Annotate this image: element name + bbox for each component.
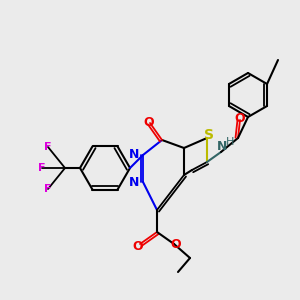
Text: O: O (133, 239, 143, 253)
Text: F: F (44, 184, 52, 194)
Text: O: O (171, 238, 181, 251)
Text: F: F (38, 163, 46, 173)
Text: O: O (144, 116, 154, 128)
Text: O: O (235, 112, 245, 125)
Text: N: N (129, 176, 139, 188)
Text: S: S (204, 128, 214, 142)
Text: N: N (217, 140, 227, 154)
Text: H: H (226, 137, 234, 147)
Text: F: F (44, 142, 52, 152)
Text: N: N (129, 148, 139, 161)
